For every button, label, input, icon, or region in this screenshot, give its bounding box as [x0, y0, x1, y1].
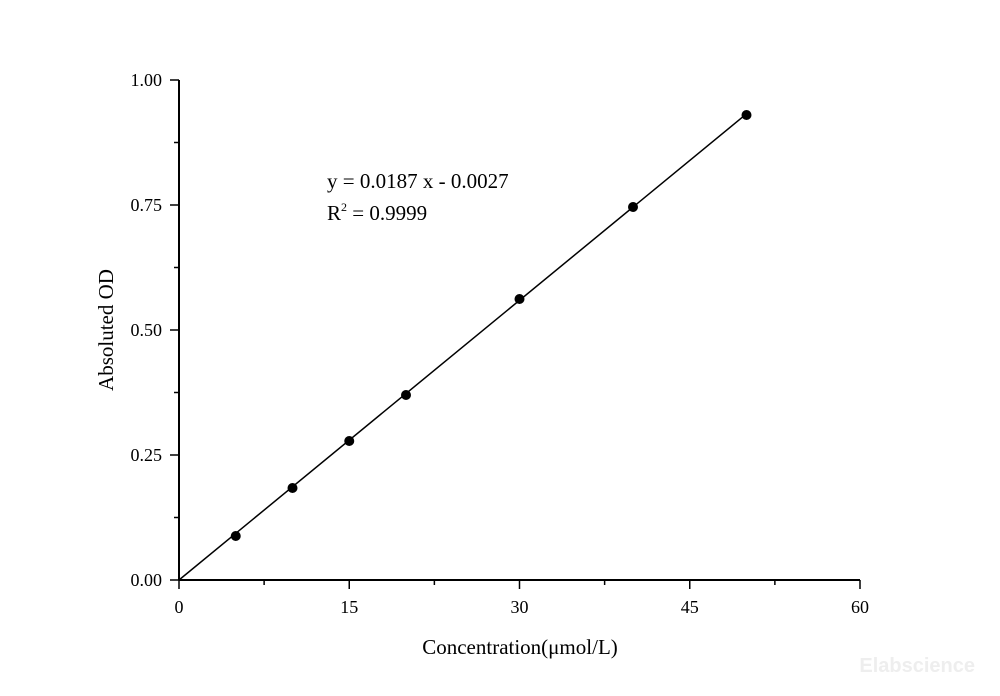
- y-axis-title: Absoluted OD: [94, 269, 118, 391]
- data-point: [344, 436, 355, 446]
- y-tick-label: 0.25: [131, 445, 163, 465]
- x-tick-label: 30: [511, 597, 529, 617]
- data-point: [401, 390, 411, 400]
- y-tick-label: 0.50: [131, 320, 163, 340]
- x-tick-label: 0: [175, 597, 184, 617]
- fit-line: [178, 113, 747, 581]
- x-tick-label: 15: [340, 597, 358, 617]
- regression-equation: y = 0.0187 x - 0.0027: [327, 169, 509, 193]
- r-squared: R2 = 0.9999: [327, 200, 427, 225]
- y-tick-label: 0.75: [131, 195, 163, 215]
- data-point: [741, 110, 752, 120]
- x-axis-title: Concentration(μmol/L): [422, 635, 618, 659]
- x-tick-label: 60: [851, 597, 869, 617]
- data-point: [514, 294, 525, 304]
- data-points: [230, 110, 752, 541]
- axis-ticks: 0 15 30 45 60 0.00 0.25 0.50 0.75 1.00: [131, 70, 870, 617]
- axes: [178, 80, 860, 581]
- data-point: [230, 531, 241, 541]
- y-tick-label: 0.00: [131, 570, 163, 590]
- x-tick-label: 45: [681, 597, 699, 617]
- watermark: Elabscience: [859, 655, 975, 677]
- data-point: [287, 483, 298, 493]
- data-point: [628, 202, 638, 212]
- y-tick-label: 1.00: [131, 70, 163, 90]
